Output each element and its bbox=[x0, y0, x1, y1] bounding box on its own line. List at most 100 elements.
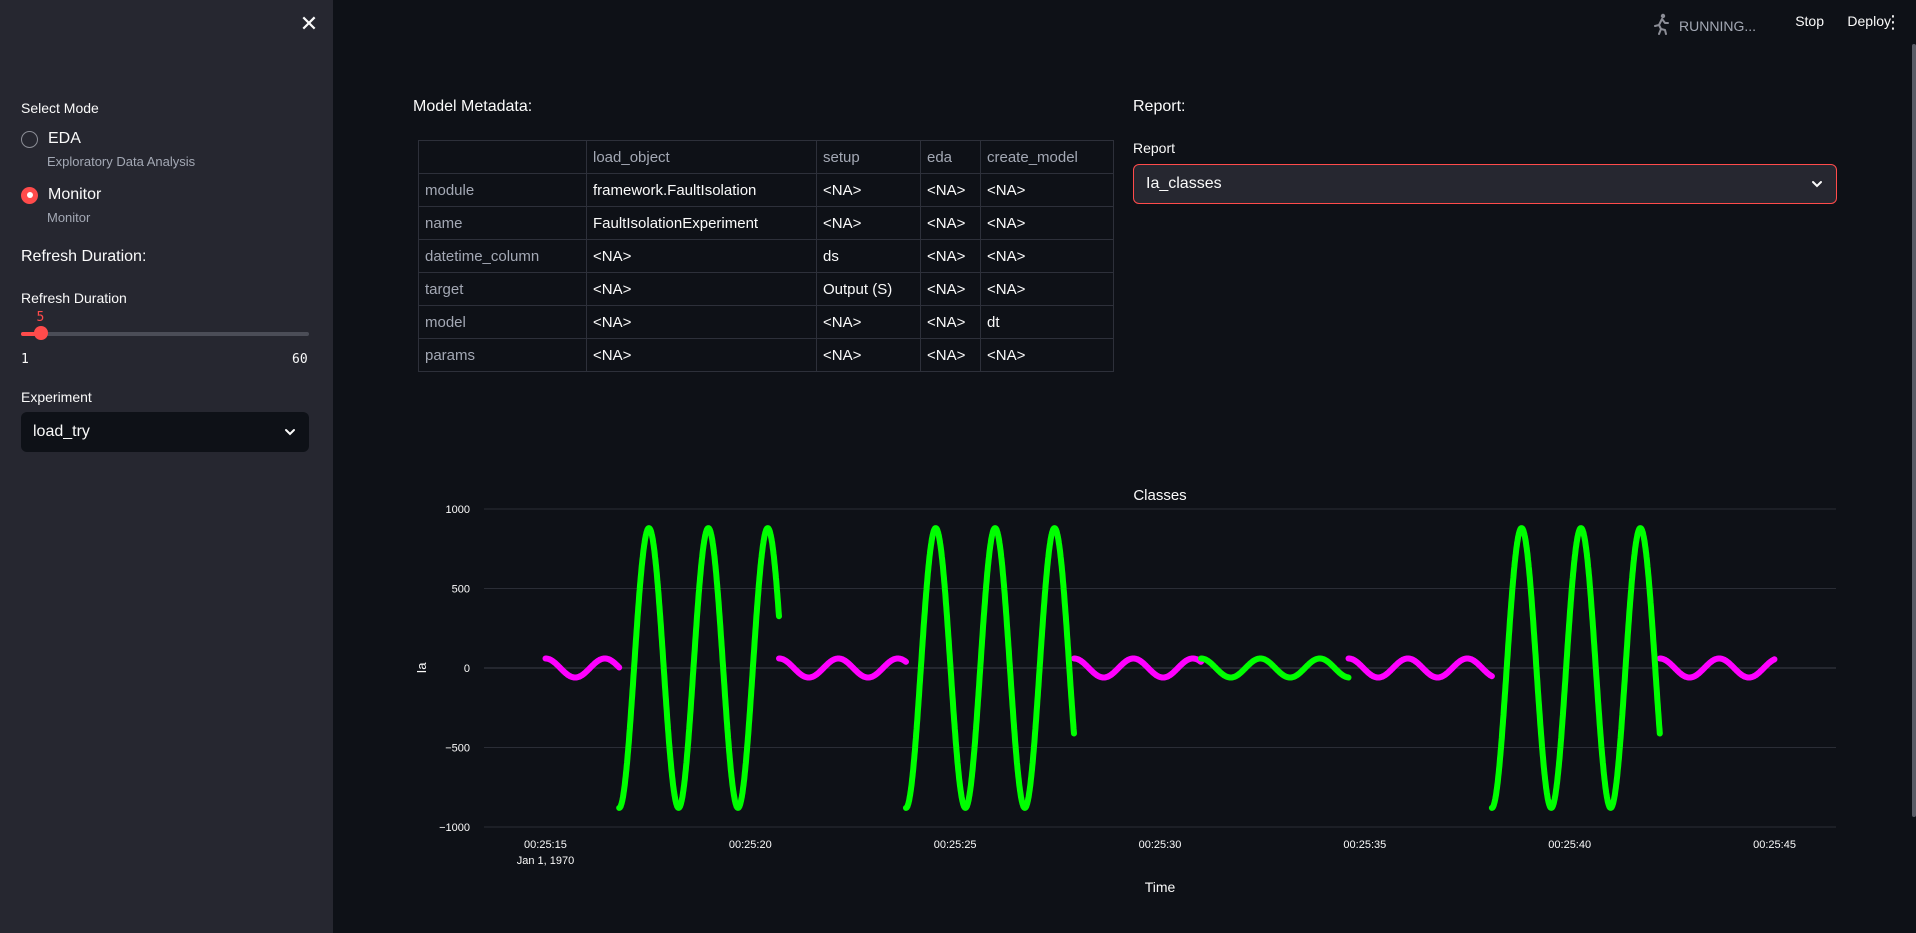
refresh-duration-heading: Refresh Duration: bbox=[21, 248, 147, 265]
table-cell: <NA> bbox=[920, 305, 981, 339]
table-row-header: datetime_column bbox=[418, 239, 587, 273]
table-cell: <NA> bbox=[816, 173, 921, 207]
series-0-segment bbox=[1071, 655, 1204, 681]
table-cell: <NA> bbox=[980, 173, 1114, 207]
refresh-duration-slider[interactable] bbox=[21, 332, 309, 336]
table-cell: <NA> bbox=[586, 272, 817, 306]
y-tick-label: −500 bbox=[445, 743, 470, 755]
table-cell: <NA> bbox=[980, 272, 1114, 306]
series-1-segment bbox=[1488, 525, 1663, 811]
sidebar: ✕ Select Mode EDA Exploratory Data Analy… bbox=[0, 0, 333, 933]
model-metadata-title: Model Metadata: bbox=[413, 98, 533, 115]
table-cell: <NA> bbox=[920, 239, 981, 273]
table-header-row: load_object setup eda create_model bbox=[418, 140, 1114, 174]
top-toolbar: RUNNING... Stop Deploy bbox=[333, 0, 1916, 44]
close-icon: ✕ bbox=[299, 11, 319, 36]
stop-button[interactable]: Stop bbox=[1795, 13, 1824, 29]
table-cell: <NA> bbox=[816, 206, 921, 240]
experiment-select[interactable]: load_try bbox=[21, 412, 309, 452]
report-select[interactable]: Ia_classes bbox=[1133, 164, 1837, 204]
table-cell: FaultIsolationExperiment bbox=[586, 206, 817, 240]
radio-monitor-circle[interactable] bbox=[21, 186, 38, 204]
table-cell: <NA> bbox=[586, 239, 817, 273]
report-select-value: Ia_classes bbox=[1146, 175, 1222, 192]
table-cell: ds bbox=[816, 239, 921, 273]
radio-monitor-caption: Monitor bbox=[47, 210, 91, 225]
y-tick-label: −1000 bbox=[439, 822, 470, 834]
table-cell: <NA> bbox=[586, 305, 817, 339]
table-row: target <NA> Output (S) <NA> <NA> bbox=[418, 272, 1114, 306]
table-row: model <NA> <NA> <NA> dt bbox=[418, 305, 1114, 339]
y-axis-label: Ia bbox=[414, 662, 429, 674]
table-cell: Output (S) bbox=[816, 272, 921, 306]
table-row-header: params bbox=[418, 338, 587, 372]
experiment-label: Experiment bbox=[21, 389, 92, 405]
table-row-header: module bbox=[418, 173, 587, 207]
series-1-segment bbox=[616, 525, 782, 811]
model-metadata-table: load_object setup eda create_model modul… bbox=[418, 140, 1114, 372]
radio-eda-label: EDA bbox=[48, 130, 81, 147]
y-tick-label: 1000 bbox=[446, 504, 470, 516]
table-cell: <NA> bbox=[920, 272, 981, 306]
table-header-cell: eda bbox=[920, 140, 981, 174]
close-sidebar-button[interactable]: ✕ bbox=[297, 12, 321, 36]
y-tick-label: 500 bbox=[452, 584, 470, 596]
table-cell: <NA> bbox=[920, 338, 981, 372]
x-tick-label: 00:25:25 bbox=[934, 839, 977, 851]
table-cell: <NA> bbox=[816, 338, 921, 372]
chevron-down-icon bbox=[283, 425, 297, 439]
table-header-cell: load_object bbox=[586, 140, 817, 174]
radio-monitor-label: Monitor bbox=[48, 186, 102, 203]
x-tick-label: 00:25:35 bbox=[1343, 839, 1386, 851]
running-man-icon bbox=[1651, 13, 1671, 38]
slider-current-value: 5 bbox=[36, 310, 45, 325]
chart-title: Classes bbox=[1133, 487, 1186, 504]
table-cell: <NA> bbox=[980, 338, 1114, 372]
x-tick-label: 00:25:45 bbox=[1753, 839, 1796, 851]
x-tick-label: 00:25:40 bbox=[1548, 839, 1591, 851]
table-cell: <NA> bbox=[920, 206, 981, 240]
table-row-header: target bbox=[418, 272, 587, 306]
radio-monitor[interactable]: Monitor bbox=[21, 186, 101, 204]
report-select-label: Report bbox=[1133, 140, 1176, 156]
main-scrollbar[interactable] bbox=[1912, 44, 1916, 817]
series-1-segment bbox=[1198, 655, 1352, 681]
deploy-button[interactable]: Deploy bbox=[1847, 13, 1891, 29]
table-header-cell: create_model bbox=[980, 140, 1114, 174]
table-header-cell bbox=[418, 140, 587, 174]
slider-fill bbox=[21, 332, 41, 336]
running-status: RUNNING... bbox=[1651, 13, 1756, 38]
experiment-select-value: load_try bbox=[33, 423, 90, 440]
series-1-segment bbox=[903, 525, 1077, 811]
running-status-text: RUNNING... bbox=[1679, 17, 1756, 34]
table-row-header: name bbox=[418, 206, 587, 240]
radio-eda[interactable]: EDA bbox=[21, 130, 81, 148]
x-axis-label: Time bbox=[1145, 879, 1176, 895]
table-cell: <NA> bbox=[980, 239, 1114, 273]
slider-max-label: 60 bbox=[292, 352, 308, 367]
select-mode-label: Select Mode bbox=[21, 100, 99, 116]
series-0-segment bbox=[542, 655, 623, 681]
radio-eda-circle[interactable] bbox=[21, 130, 38, 148]
table-row: name FaultIsolationExperiment <NA> <NA> <NA> bbox=[418, 206, 1114, 240]
x-tick-label: 00:25:30 bbox=[1139, 839, 1182, 851]
series-0-segment bbox=[1656, 655, 1778, 681]
kebab-menu-icon[interactable]: ⋮ bbox=[1884, 12, 1902, 32]
chevron-down-icon bbox=[1810, 177, 1824, 191]
x-tick-label: 00:25:20 bbox=[729, 839, 772, 851]
table-row: datetime_column <NA> ds <NA> <NA> bbox=[418, 239, 1114, 273]
slider-thumb[interactable] bbox=[33, 326, 48, 340]
x-tick-label: 00:25:15 bbox=[524, 839, 567, 851]
table-cell: <NA> bbox=[816, 305, 921, 339]
classes-scatter-chart[interactable]: Classes 1000 500 0 −500 −1000 00:25:15 00:25:20… bbox=[410, 478, 1840, 908]
table-cell: dt bbox=[980, 305, 1114, 339]
table-row-header: model bbox=[418, 305, 587, 339]
x-tick-sublabel: Jan 1, 1970 bbox=[517, 855, 575, 867]
radio-eda-caption: Exploratory Data Analysis bbox=[47, 154, 196, 169]
table-cell: framework.FaultIsolation bbox=[586, 173, 817, 207]
table-header-cell: setup bbox=[816, 140, 921, 174]
table-cell: <NA> bbox=[980, 206, 1114, 240]
report-title: Report: bbox=[1133, 98, 1186, 115]
slider-min-label: 1 bbox=[21, 352, 29, 367]
table-cell: <NA> bbox=[586, 338, 817, 372]
